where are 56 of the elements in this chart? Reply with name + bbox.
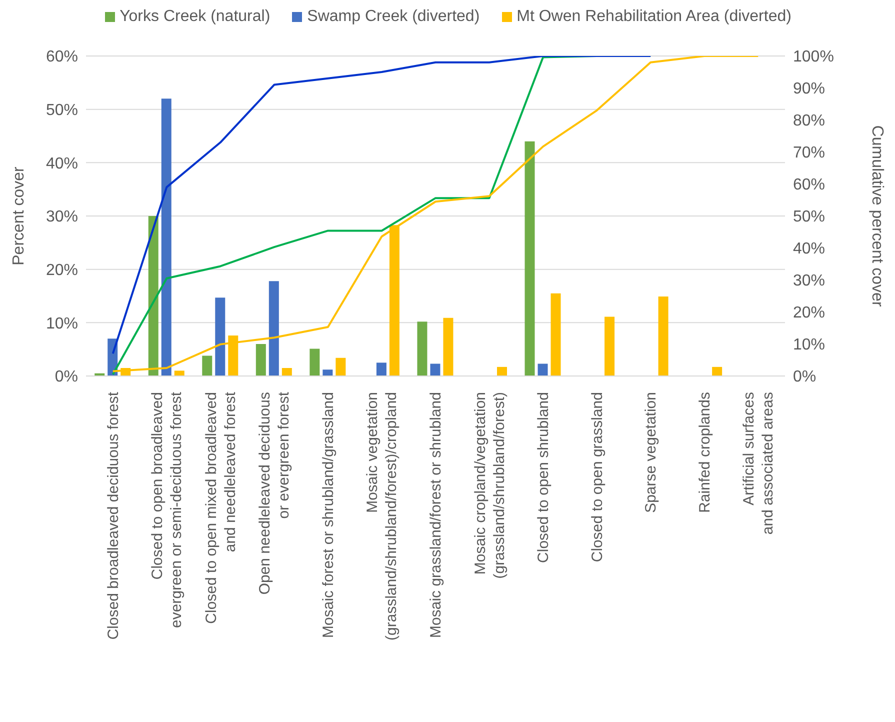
- bar: [268, 281, 279, 376]
- bar: [443, 318, 454, 376]
- bar: [712, 366, 722, 376]
- y-axis-title: Percent cover: [10, 166, 28, 266]
- bar: [376, 362, 386, 376]
- bar: [550, 293, 561, 376]
- bar: [322, 370, 333, 376]
- y2-tick-label: 50%: [793, 208, 826, 226]
- x-tick-label: Mosaic grassland/forest or shrubland: [428, 392, 444, 638]
- bar: [161, 98, 172, 376]
- y2-tick-label: 20%: [793, 304, 826, 322]
- y2-axis-title: Cumulative percent cover: [868, 125, 886, 308]
- x-tick-label: Closed broadleaved deciduous forest: [104, 391, 122, 640]
- y-tick-label: 0%: [54, 368, 78, 386]
- y2-tick-label: 80%: [793, 112, 826, 130]
- bar: [215, 298, 226, 376]
- x-tick-label: Closed to open shrubland: [535, 392, 552, 563]
- y-tick-label: 20%: [46, 262, 78, 280]
- legend-label: Yorks Creek (natural): [118, 8, 270, 26]
- y2-tick-label: 90%: [793, 80, 826, 98]
- bar: [202, 356, 212, 376]
- bar: [538, 364, 548, 376]
- legend-label: Swamp Creek (diverted): [306, 8, 480, 26]
- y-tick-label: 10%: [46, 315, 78, 332]
- y-tick-label: 60%: [46, 48, 78, 66]
- x-tick-label: Closed to open grassland: [588, 392, 606, 562]
- line-series: [112, 56, 760, 372]
- y2-tick-label: 70%: [793, 144, 826, 162]
- bar: [496, 366, 507, 376]
- x-tick-label: Rainfed croplands: [696, 392, 714, 513]
- y2-tick-label: 30%: [793, 272, 826, 290]
- y2-tick-label: 40%: [793, 240, 826, 258]
- bar: [174, 370, 184, 376]
- bar: [658, 296, 668, 376]
- bar: [417, 322, 428, 376]
- x-tick-label: Mosaic cropland/vegetation (grassland/shrubland/forest): [472, 392, 508, 579]
- x-tick-label: Mosaic forest or shrubland/grassland: [320, 392, 337, 638]
- bar: [282, 368, 292, 376]
- y2-tick-label: 100%: [793, 48, 834, 66]
- bar: [310, 348, 320, 376]
- legend-label: Mt Owen Rehabilitation Area (diverted): [516, 8, 792, 26]
- y2-tick-label: 10%: [793, 336, 826, 354]
- y-tick-label: 30%: [46, 208, 78, 226]
- x-tick-label: Artificial surfaces and associated areas: [740, 392, 777, 535]
- bar: [336, 358, 346, 376]
- bar: [256, 344, 266, 376]
- y2-tick-label: 60%: [793, 176, 826, 194]
- bar: [148, 216, 158, 376]
- y-tick-label: 50%: [46, 102, 78, 120]
- bar: [430, 364, 440, 376]
- bar: [524, 141, 535, 376]
- x-tick-label: Closed to open broadleaved evergreen or semi-deciduous forest: [149, 391, 186, 628]
- y-tick-label: 40%: [46, 155, 78, 172]
- y2-tick-label: 0%: [793, 368, 816, 386]
- bar: [604, 316, 615, 376]
- x-tick-label: Sparse vegetation: [642, 392, 660, 513]
